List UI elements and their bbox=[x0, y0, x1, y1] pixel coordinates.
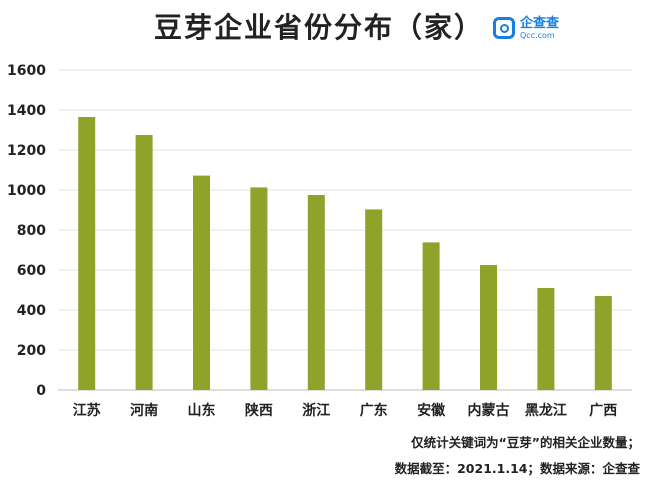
y-tick-label: 1400 bbox=[7, 103, 46, 119]
bar bbox=[365, 209, 383, 390]
logo-icon bbox=[493, 17, 515, 39]
bar bbox=[135, 135, 153, 390]
x-tick-label: 山东 bbox=[188, 402, 216, 419]
y-tick-label: 800 bbox=[17, 223, 46, 239]
x-tick-label: 江苏 bbox=[73, 402, 101, 419]
bar bbox=[193, 175, 210, 390]
x-tick-label: 内蒙古 bbox=[468, 402, 510, 419]
bar bbox=[537, 288, 555, 390]
bar bbox=[78, 117, 96, 390]
y-tick-label: 400 bbox=[17, 303, 46, 319]
bar bbox=[422, 242, 440, 390]
y-tick-label: 1200 bbox=[7, 143, 46, 159]
x-tick-label: 河南 bbox=[130, 402, 158, 419]
logo: 企查查 Qcc.com bbox=[493, 12, 559, 44]
x-tick-label: 安徽 bbox=[417, 402, 446, 419]
x-tick-label: 陕西 bbox=[245, 402, 273, 419]
y-tick-label: 600 bbox=[17, 263, 46, 279]
footnote-scope: 仅统计关键词为“豆芽”的相关企业数量； bbox=[411, 435, 640, 450]
x-tick-label: 黑龙江 bbox=[525, 402, 567, 419]
x-tick-label: 广西 bbox=[589, 402, 617, 419]
bar bbox=[307, 195, 325, 390]
footnote-source: 数据截至：2021.1.14；数据来源：企查查 bbox=[394, 461, 640, 476]
x-tick-label: 广东 bbox=[360, 402, 388, 419]
y-tick-label: 0 bbox=[36, 383, 46, 399]
y-tick-label: 1000 bbox=[7, 183, 46, 199]
logo-subtitle: Qcc.com bbox=[520, 30, 555, 40]
bar bbox=[250, 187, 268, 390]
logo-name: 企查查 bbox=[520, 15, 560, 31]
bar bbox=[594, 296, 612, 390]
x-tick-label: 浙江 bbox=[302, 402, 330, 419]
bar bbox=[480, 265, 497, 390]
y-tick-label: 200 bbox=[17, 343, 46, 359]
chart-title: 豆芽企业省份分布（家） bbox=[153, 11, 484, 44]
y-tick-label: 1600 bbox=[7, 63, 46, 79]
